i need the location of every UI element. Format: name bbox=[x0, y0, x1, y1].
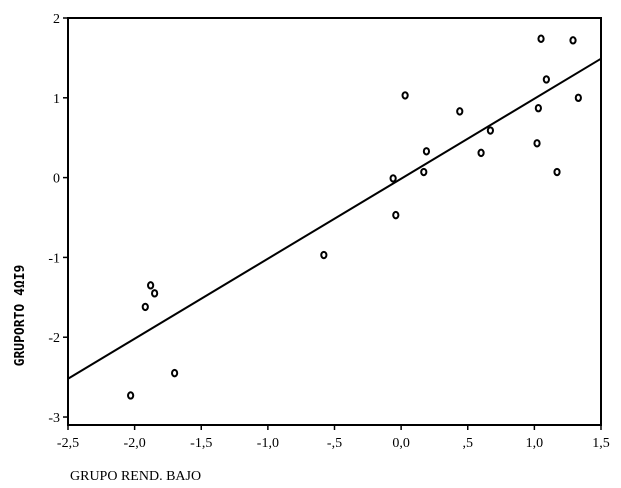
x-tick-label: -,5 bbox=[327, 436, 342, 451]
data-point bbox=[456, 107, 464, 116]
data-point bbox=[147, 281, 155, 290]
data-point bbox=[537, 34, 545, 43]
data-point bbox=[533, 139, 541, 148]
x-tick-label: 1,5 bbox=[592, 436, 610, 451]
data-point bbox=[389, 174, 397, 183]
data-point bbox=[477, 148, 485, 158]
data-point bbox=[392, 210, 400, 220]
y-tick-label: -1 bbox=[48, 251, 60, 266]
data-point bbox=[574, 93, 582, 103]
data-point bbox=[127, 391, 135, 400]
y-axis-label: GRUPORTO 4ΩI9 bbox=[13, 265, 28, 367]
data-point bbox=[542, 75, 550, 84]
y-tick-label: 1 bbox=[53, 92, 60, 107]
x-tick-label: 0,0 bbox=[392, 436, 410, 451]
data-point bbox=[151, 289, 159, 298]
x-tick-label: ,5 bbox=[463, 436, 474, 451]
x-tick-label: -1,5 bbox=[190, 436, 212, 451]
data-point bbox=[171, 368, 179, 378]
data-points bbox=[127, 34, 582, 400]
data-point bbox=[401, 91, 409, 100]
x-axis-ticks: -2,5 -2,0 -1,5 -1,0 -,5 0,0 ,5 1,0 1,5 bbox=[57, 425, 610, 451]
x-tick-label: -1,0 bbox=[257, 436, 279, 451]
y-tick-label: -3 bbox=[48, 411, 60, 426]
y-tick-label: 0 bbox=[53, 172, 60, 187]
data-point bbox=[553, 167, 561, 177]
data-point bbox=[534, 103, 542, 113]
data-point bbox=[486, 126, 495, 135]
plot-frame bbox=[67, 17, 602, 426]
x-axis-label: GRUPO REND. BAJO bbox=[70, 469, 201, 484]
y-tick-label: 2 bbox=[53, 12, 60, 27]
x-tick-label: -2,5 bbox=[57, 436, 79, 451]
data-point bbox=[141, 302, 149, 312]
data-point bbox=[320, 250, 328, 260]
data-point bbox=[422, 147, 431, 156]
data-point bbox=[420, 167, 428, 177]
y-tick-label: -2 bbox=[48, 331, 60, 346]
x-tick-label: 1,0 bbox=[526, 436, 544, 451]
y-axis-ticks: 2 1 0 -1 -2 -3 bbox=[48, 12, 68, 426]
regression-line bbox=[67, 57, 602, 380]
data-point bbox=[569, 36, 577, 45]
x-tick-label: -2,0 bbox=[124, 436, 146, 451]
